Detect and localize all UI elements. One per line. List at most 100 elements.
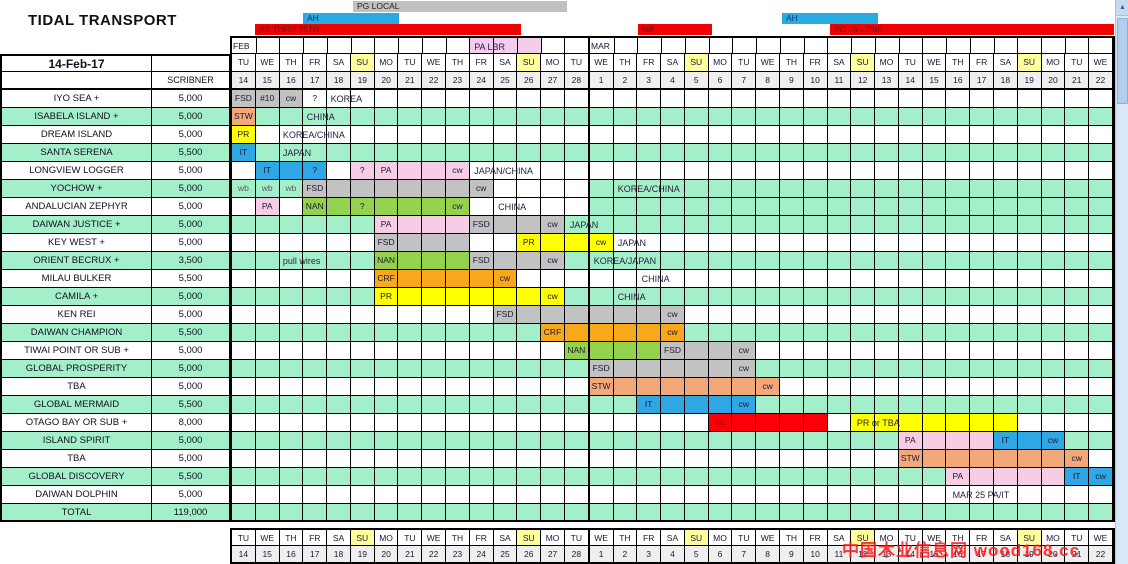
gantt-cell[interactable] (875, 216, 899, 234)
gantt-cell[interactable] (1089, 144, 1113, 162)
date-number-cell[interactable]: 5 (684, 72, 709, 90)
gantt-cell[interactable] (732, 108, 757, 126)
gantt-cell[interactable] (684, 342, 709, 360)
gantt-cell[interactable] (279, 396, 304, 414)
gantt-cell[interactable] (327, 198, 351, 216)
gantt-cell[interactable] (422, 432, 447, 450)
scribner-value-cell[interactable]: 5,000 (152, 306, 230, 324)
gantt-cell[interactable] (851, 342, 876, 360)
gantt-cell[interactable] (1065, 90, 1090, 108)
gantt-cell[interactable] (637, 468, 662, 486)
gantt-cell[interactable] (779, 468, 804, 486)
gantt-cell[interactable] (970, 162, 994, 180)
gantt-cell[interactable] (398, 486, 423, 504)
gantt-cell[interactable] (637, 198, 662, 216)
gantt-cell[interactable] (922, 216, 947, 234)
gantt-cell[interactable] (661, 396, 685, 414)
day-header-cell-bottom[interactable]: SA (827, 530, 852, 546)
gantt-cell[interactable] (279, 360, 304, 378)
gantt-cell[interactable] (232, 252, 256, 270)
gantt-cell[interactable] (564, 432, 589, 450)
day-header-cell[interactable]: WE (756, 54, 780, 72)
gantt-cell[interactable] (827, 432, 852, 450)
date-number-cell[interactable]: 27 (541, 72, 565, 90)
gantt-cell[interactable] (970, 414, 994, 432)
gantt-cell[interactable] (732, 288, 757, 306)
date-number-cell-bottom[interactable]: 19 (350, 546, 375, 564)
gantt-cell[interactable] (255, 324, 280, 342)
gantt-cell[interactable] (875, 252, 899, 270)
gantt-cell[interactable] (564, 450, 589, 468)
gantt-cell[interactable] (661, 90, 685, 108)
gantt-cell[interactable] (922, 90, 947, 108)
gantt-cell[interactable] (922, 486, 947, 504)
date-number-cell-bottom[interactable]: 7 (732, 546, 757, 564)
gantt-cell[interactable] (1065, 108, 1090, 126)
gantt-cell[interactable] (637, 234, 662, 252)
gantt-cell[interactable] (994, 126, 1018, 144)
gantt-cell[interactable] (637, 144, 662, 162)
gantt-cell[interactable] (493, 90, 518, 108)
gantt-cell[interactable] (946, 324, 971, 342)
gantt-cell[interactable] (398, 162, 423, 180)
day-header-cell[interactable]: SU (1017, 54, 1042, 72)
gantt-cell[interactable] (827, 324, 852, 342)
gantt-cell[interactable] (1065, 162, 1090, 180)
gantt-cell[interactable] (946, 198, 971, 216)
day-header-cell[interactable]: FR (303, 54, 328, 72)
gantt-cell[interactable]: FSD (469, 252, 494, 270)
gantt-cell[interactable] (898, 360, 923, 378)
gantt-cell[interactable] (374, 126, 399, 144)
gantt-cell[interactable] (493, 378, 518, 396)
gantt-cell[interactable] (517, 144, 542, 162)
gantt-cell[interactable] (779, 234, 804, 252)
gantt-cell[interactable] (851, 414, 876, 432)
gantt-cell[interactable] (279, 378, 304, 396)
gantt-cell[interactable] (303, 108, 328, 126)
header-bar[interactable]: AH (303, 12, 399, 24)
gantt-cell[interactable] (469, 90, 494, 108)
gantt-cell[interactable] (255, 144, 280, 162)
header-bar[interactable]: AS THRU 25TH (255, 24, 521, 35)
gantt-cell[interactable] (374, 342, 399, 360)
gantt-cell[interactable] (541, 432, 565, 450)
gantt-cell[interactable] (232, 198, 256, 216)
vessel-name-cell[interactable]: KEY WEST + (0, 234, 152, 252)
day-header-cell-bottom[interactable]: TH (613, 530, 638, 546)
gantt-cell[interactable] (1089, 306, 1113, 324)
gantt-cell[interactable] (851, 378, 876, 396)
gantt-cell[interactable] (803, 108, 828, 126)
gantt-cell[interactable] (303, 144, 328, 162)
day-header-cell[interactable]: MO (541, 54, 565, 72)
gantt-cell[interactable] (994, 180, 1018, 198)
gantt-cell[interactable] (446, 180, 470, 198)
gantt-cell[interactable] (422, 342, 447, 360)
day-header-cell-bottom[interactable]: WE (587, 530, 614, 546)
gantt-cell[interactable] (946, 378, 971, 396)
gantt-cell[interactable] (327, 108, 351, 126)
gantt-cell[interactable] (398, 414, 423, 432)
gantt-cell[interactable] (756, 432, 780, 450)
date-number-cell-bottom[interactable]: 21 (1065, 546, 1090, 564)
gantt-cell[interactable]: FSD (374, 234, 399, 252)
gantt-cell[interactable] (541, 504, 565, 522)
gantt-cell[interactable] (898, 216, 923, 234)
gantt-cell[interactable] (994, 414, 1018, 432)
gantt-cell[interactable] (994, 342, 1018, 360)
gantt-cell[interactable] (374, 414, 399, 432)
date-number-cell-bottom[interactable]: 24 (469, 546, 494, 564)
gantt-cell[interactable] (875, 234, 899, 252)
gantt-cell[interactable] (422, 216, 447, 234)
gantt-cell[interactable] (851, 252, 876, 270)
gantt-cell[interactable] (398, 504, 423, 522)
gantt-cell[interactable] (779, 486, 804, 504)
gantt-cell[interactable] (779, 414, 804, 432)
gantt-cell[interactable]: cw (661, 324, 685, 342)
gantt-cell[interactable] (1089, 396, 1113, 414)
gantt-cell[interactable] (564, 108, 589, 126)
date-number-cell[interactable]: 4 (661, 72, 685, 90)
gantt-cell[interactable] (851, 90, 876, 108)
month-header-cell[interactable] (923, 38, 948, 54)
gantt-cell[interactable] (779, 144, 804, 162)
gantt-cell[interactable] (493, 126, 518, 144)
